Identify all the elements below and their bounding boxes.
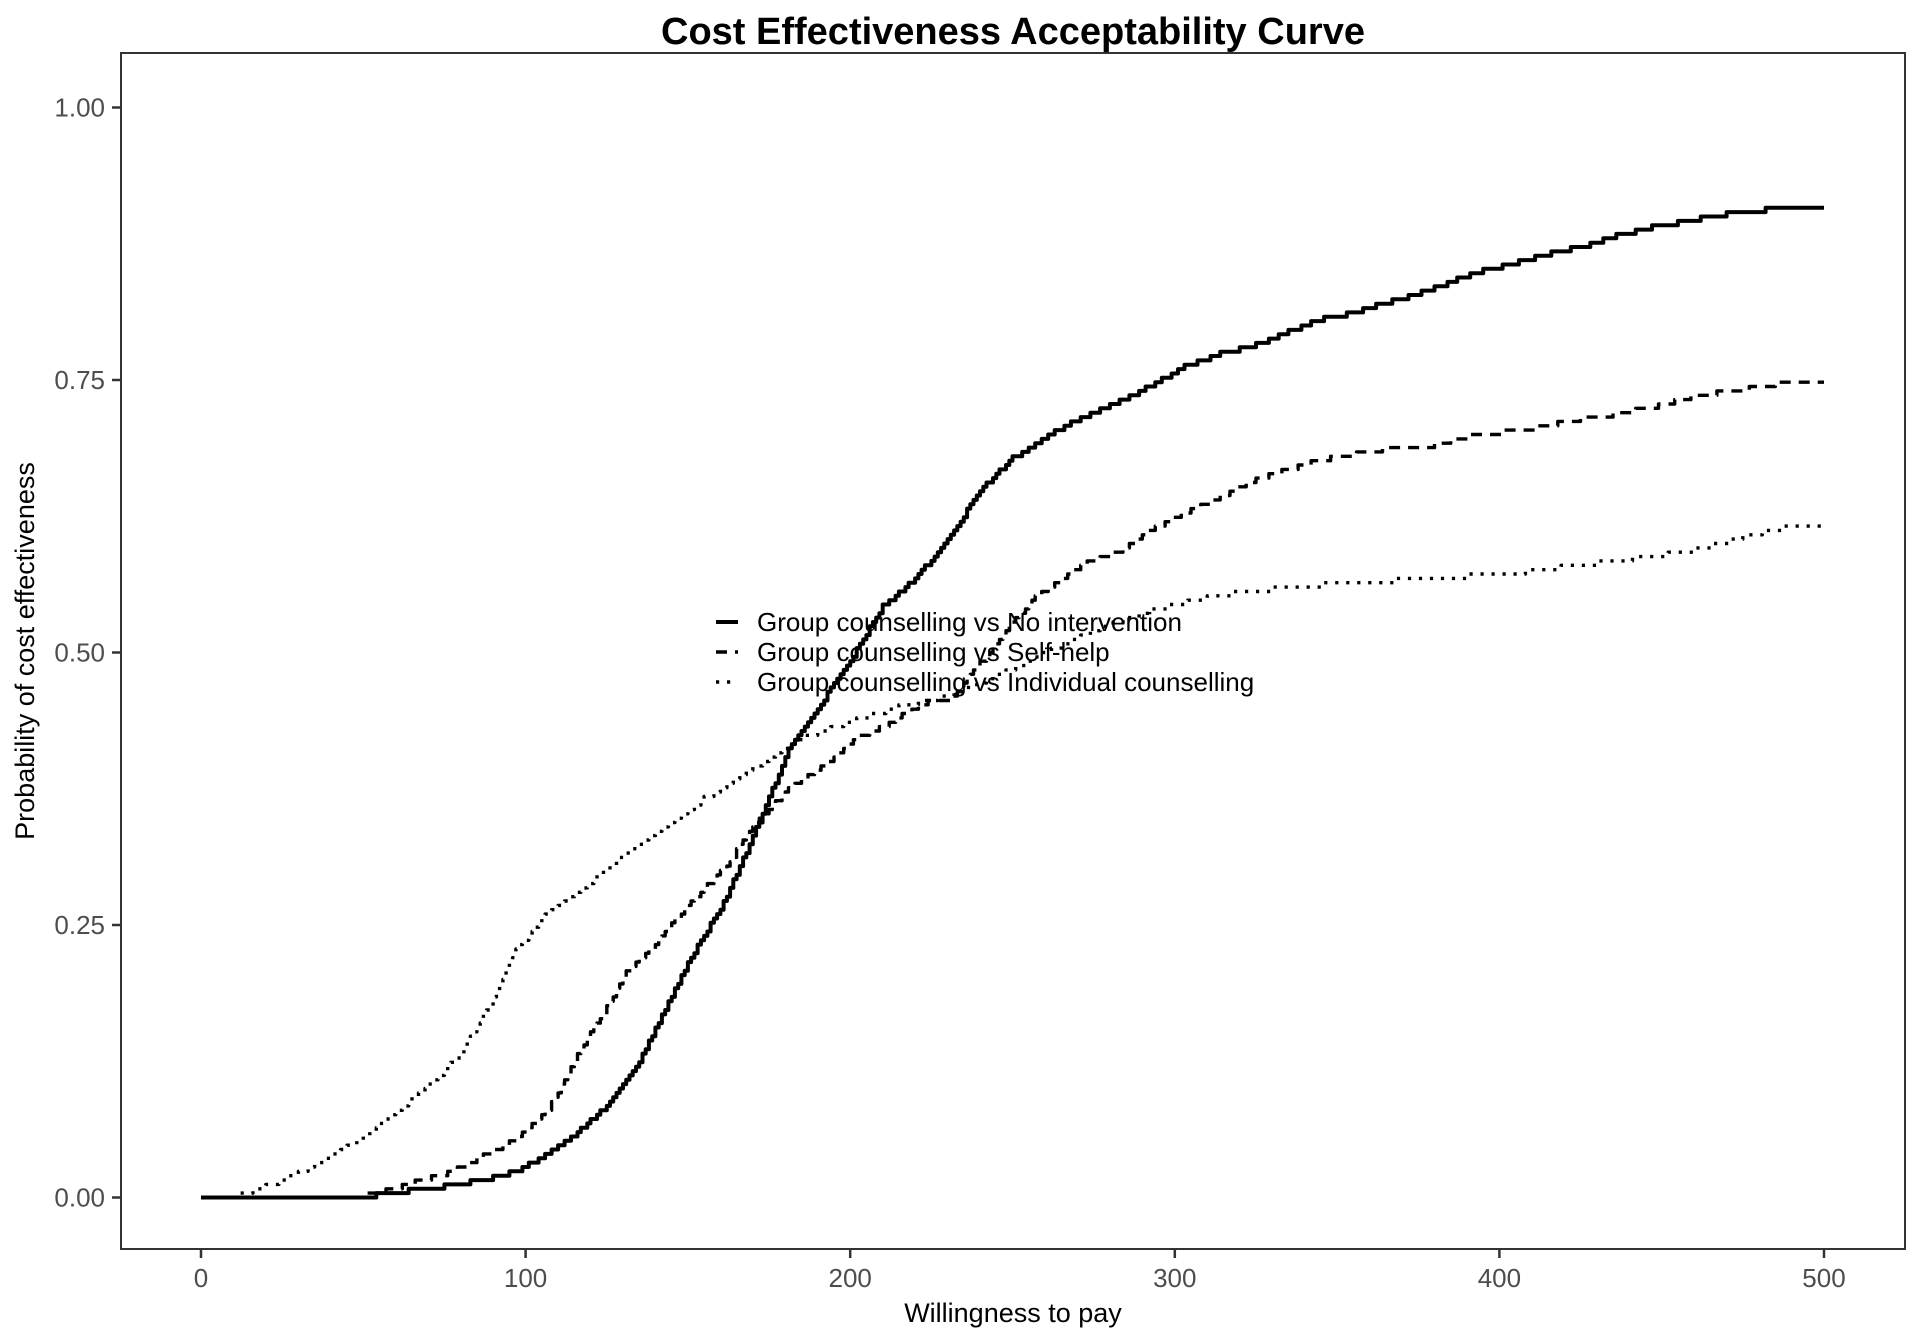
x-tick-label: 300 bbox=[1153, 1263, 1196, 1293]
y-tick-label: 0.75 bbox=[54, 365, 105, 395]
legend-label: Group counselling vs No intervention bbox=[757, 607, 1182, 637]
legend-label: Group counselling vs Self-help bbox=[757, 637, 1110, 667]
y-axis-title: Probability of cost effectiveness bbox=[10, 462, 40, 840]
legend: Group counselling vs No interventionGrou… bbox=[716, 607, 1254, 697]
y-tick-label: 0.50 bbox=[54, 638, 105, 668]
x-tick-label: 200 bbox=[829, 1263, 872, 1293]
x-tick-label: 0 bbox=[194, 1263, 208, 1293]
x-tick-label: 500 bbox=[1802, 1263, 1845, 1293]
y-tick-label: 1.00 bbox=[54, 93, 105, 123]
chart-title: Cost Effectiveness Acceptability Curve bbox=[661, 11, 1365, 53]
y-tick-label: 0.25 bbox=[54, 910, 105, 940]
y-tick-label: 0.00 bbox=[54, 1183, 105, 1213]
axis-tick-labels: 0 100 200 300 400 500 0.00 0.25 0.50 0.75 1.00 bbox=[54, 93, 1845, 1294]
plot-panel bbox=[120, 52, 1906, 1250]
curve-dashed bbox=[201, 380, 1824, 1200]
x-tick-label: 400 bbox=[1478, 1263, 1521, 1293]
data-curves bbox=[201, 205, 1824, 1200]
curve-solid bbox=[201, 205, 1824, 1200]
legend-label: Group counselling vs Individual counsell… bbox=[757, 667, 1254, 697]
axis-ticks bbox=[112, 106, 1826, 1258]
x-axis-title: Willingness to pay bbox=[904, 1298, 1122, 1328]
x-tick-label: 100 bbox=[504, 1263, 547, 1293]
